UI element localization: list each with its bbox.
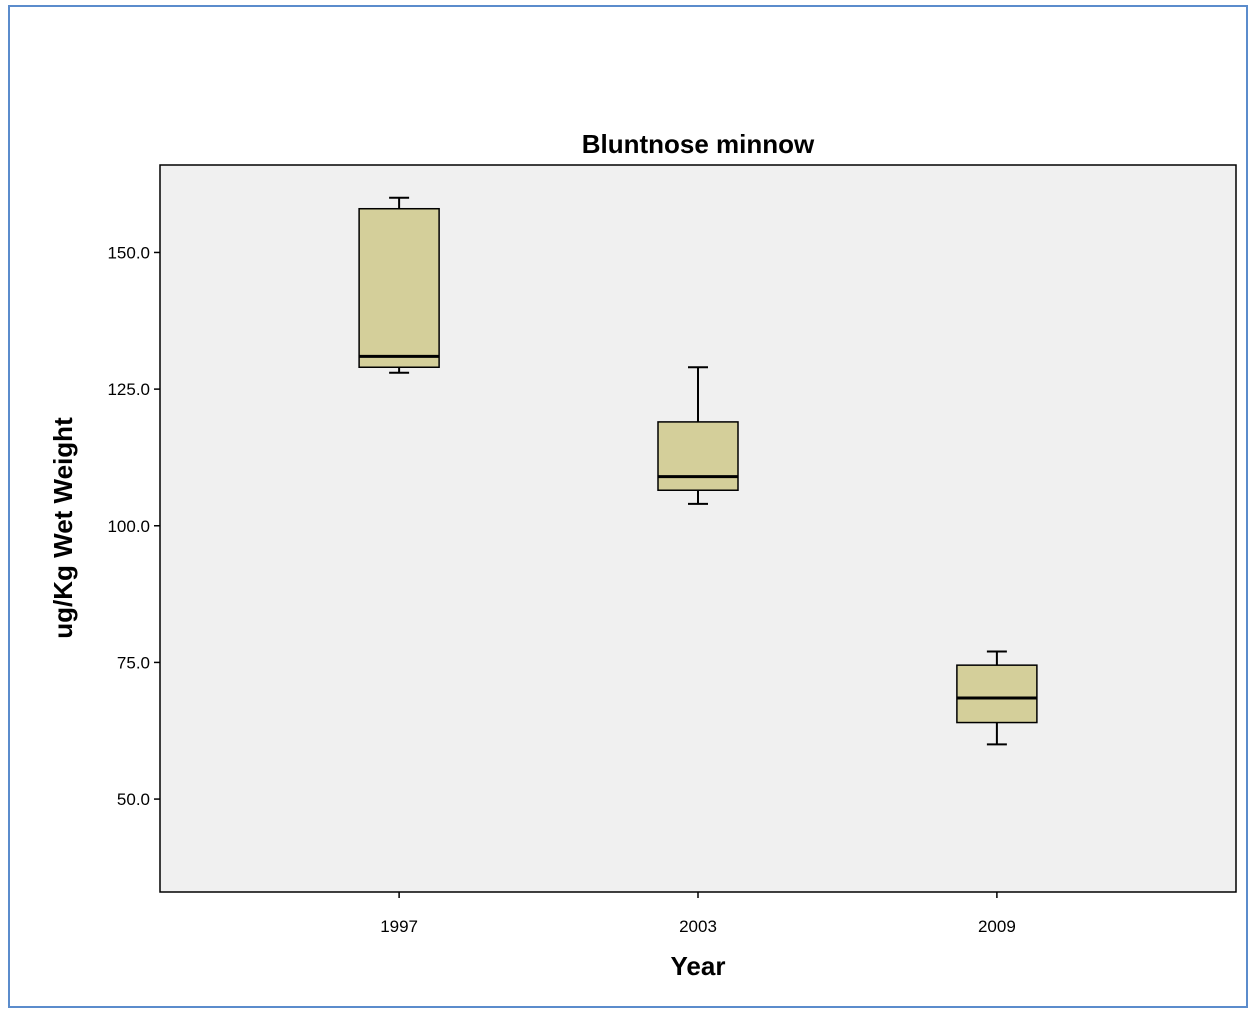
x-axis-title: Year <box>671 951 726 981</box>
plot-area <box>159 164 1237 893</box>
x-tick-label: 2003 <box>679 917 717 936</box>
y-tick-label: 100.0 <box>107 517 150 536</box>
y-tick-label: 75.0 <box>117 653 150 672</box>
y-tick-label: 150.0 <box>107 243 150 262</box>
y-tick-label: 50.0 <box>117 790 150 809</box>
y-tick-label: 125.0 <box>107 380 150 399</box>
x-tick-label: 1997 <box>380 917 418 936</box>
chart-title: Bluntnose minnow <box>582 129 815 159</box>
y-axis-title: ug/Kg Wet Weight <box>48 417 78 639</box>
chart-marks: 50.0 75.0 100.0 125.0 150.0 1997 2003 2009 <box>107 196 1038 936</box>
x-tick-label: 2009 <box>978 917 1016 936</box>
box-2009 <box>956 664 1038 724</box>
box-2003 <box>657 421 739 491</box>
box-1997 <box>358 207 440 368</box>
